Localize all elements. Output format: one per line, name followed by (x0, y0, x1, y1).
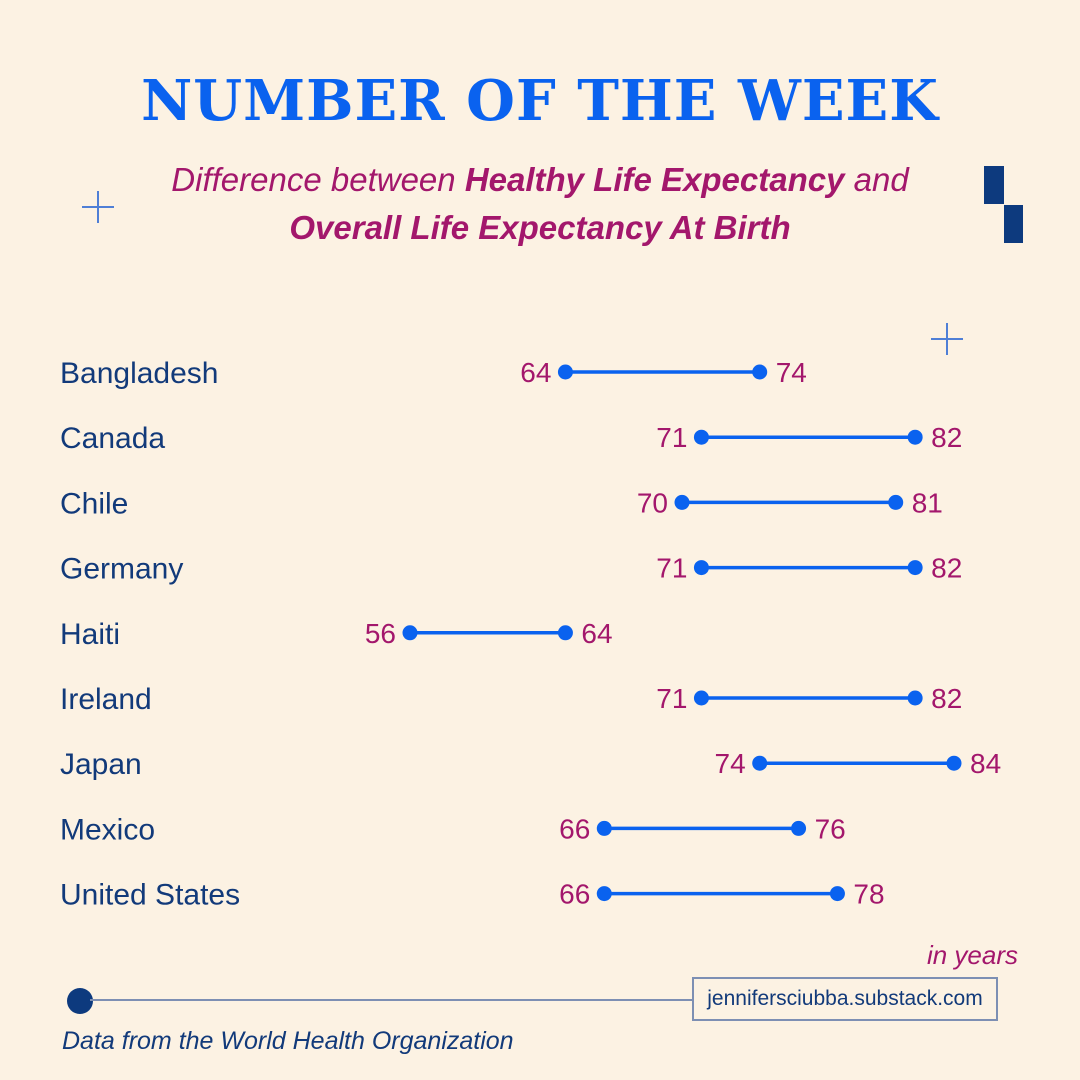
healthy-dot (402, 625, 418, 641)
healthy-dot (596, 886, 612, 902)
healthy-dot (693, 690, 709, 706)
overall-value-label: 64 (581, 618, 612, 649)
overall-dot (557, 625, 573, 641)
subtitle-bold-1: Healthy Life Expectancy (464, 161, 845, 198)
country-label: Canada (60, 422, 165, 455)
source-note: Data from the World Health Organization (62, 1027, 514, 1055)
healthy-value-label: 64 (520, 357, 551, 388)
block-decoration-top (984, 166, 1004, 204)
healthy-value-label: 71 (656, 422, 687, 453)
overall-dot (907, 560, 923, 576)
row-haiti: Haiti 56 64 (60, 618, 613, 651)
overall-dot (752, 364, 768, 380)
overall-value-label: 76 (815, 813, 846, 844)
row-japan: Japan 74 84 (60, 748, 1001, 781)
unit-label: in years (926, 940, 1018, 970)
overall-value-label: 84 (970, 748, 1001, 779)
block-decoration-bottom (1004, 205, 1023, 243)
footer-dot (67, 988, 93, 1014)
overall-value-label: 82 (931, 422, 962, 453)
healthy-dot (674, 494, 690, 510)
overall-dot (907, 690, 923, 706)
subtitle-pre: Difference between (171, 161, 465, 198)
overall-value-label: 81 (912, 487, 943, 518)
row-bangladesh: Bangladesh 64 74 (60, 357, 807, 390)
healthy-dot (693, 560, 709, 576)
overall-dot (791, 820, 807, 836)
overall-dot (829, 886, 845, 902)
overall-value-label: 74 (776, 357, 807, 388)
country-label: Bangladesh (60, 357, 218, 390)
healthy-dot (752, 755, 768, 771)
headline: NUMBER OF THE WEEK (141, 68, 939, 134)
plus-decoration-left (82, 191, 114, 223)
country-label: Japan (60, 748, 142, 781)
country-label: United States (60, 879, 240, 912)
row-ireland: Ireland 71 82 (60, 683, 962, 716)
footer-line (90, 999, 693, 1001)
url-box[interactable]: jennifersciubba.substack.com (692, 977, 998, 1021)
healthy-value-label: 70 (637, 487, 668, 518)
healthy-value-label: 71 (656, 683, 687, 714)
healthy-value-label: 74 (715, 748, 746, 779)
overall-dot (888, 494, 904, 510)
subtitle-mid: and (844, 161, 909, 198)
healthy-value-label: 66 (559, 879, 590, 910)
country-label: Ireland (60, 683, 152, 716)
healthy-value-label: 66 (559, 813, 590, 844)
row-canada: Canada 71 82 (60, 422, 962, 455)
healthy-value-label: 71 (656, 553, 687, 584)
healthy-dot (596, 820, 612, 836)
row-mexico: Mexico 66 76 (60, 813, 846, 846)
subtitle: Difference between Healthy Life Expectan… (90, 156, 990, 252)
country-label: Germany (60, 553, 183, 586)
overall-dot (907, 429, 923, 445)
healthy-value-label: 56 (365, 618, 396, 649)
overall-value-label: 78 (853, 879, 884, 910)
overall-value-label: 82 (931, 683, 962, 714)
healthy-dot (557, 364, 573, 380)
row-united-states: United States 66 78 (60, 879, 885, 912)
row-germany: Germany 71 82 (60, 553, 962, 586)
country-label: Haiti (60, 618, 120, 651)
healthy-dot (693, 429, 709, 445)
row-chile: Chile 70 81 (60, 487, 943, 520)
country-label: Mexico (60, 813, 155, 846)
overall-dot (946, 755, 962, 771)
overall-value-label: 82 (931, 553, 962, 584)
subtitle-bold-2: Overall Life Expectancy At Birth (289, 209, 791, 246)
plus-decoration-right (931, 323, 963, 355)
country-label: Chile (60, 487, 128, 520)
